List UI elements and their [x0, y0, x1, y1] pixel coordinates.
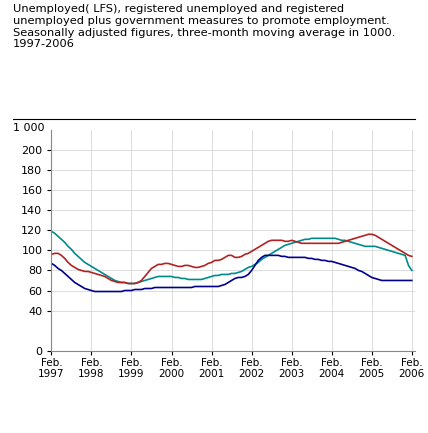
- Text: 1 000: 1 000: [13, 123, 45, 132]
- Legend: Unemployed( LFS), Registered unemployed, Registered unemployed + government meas: Unemployed( LFS), Registered unemployed,…: [6, 429, 428, 433]
- Text: Unemployed( LFS), registered unemployed and registered
unemployed plus governmen: Unemployed( LFS), registered unemployed …: [13, 4, 395, 49]
